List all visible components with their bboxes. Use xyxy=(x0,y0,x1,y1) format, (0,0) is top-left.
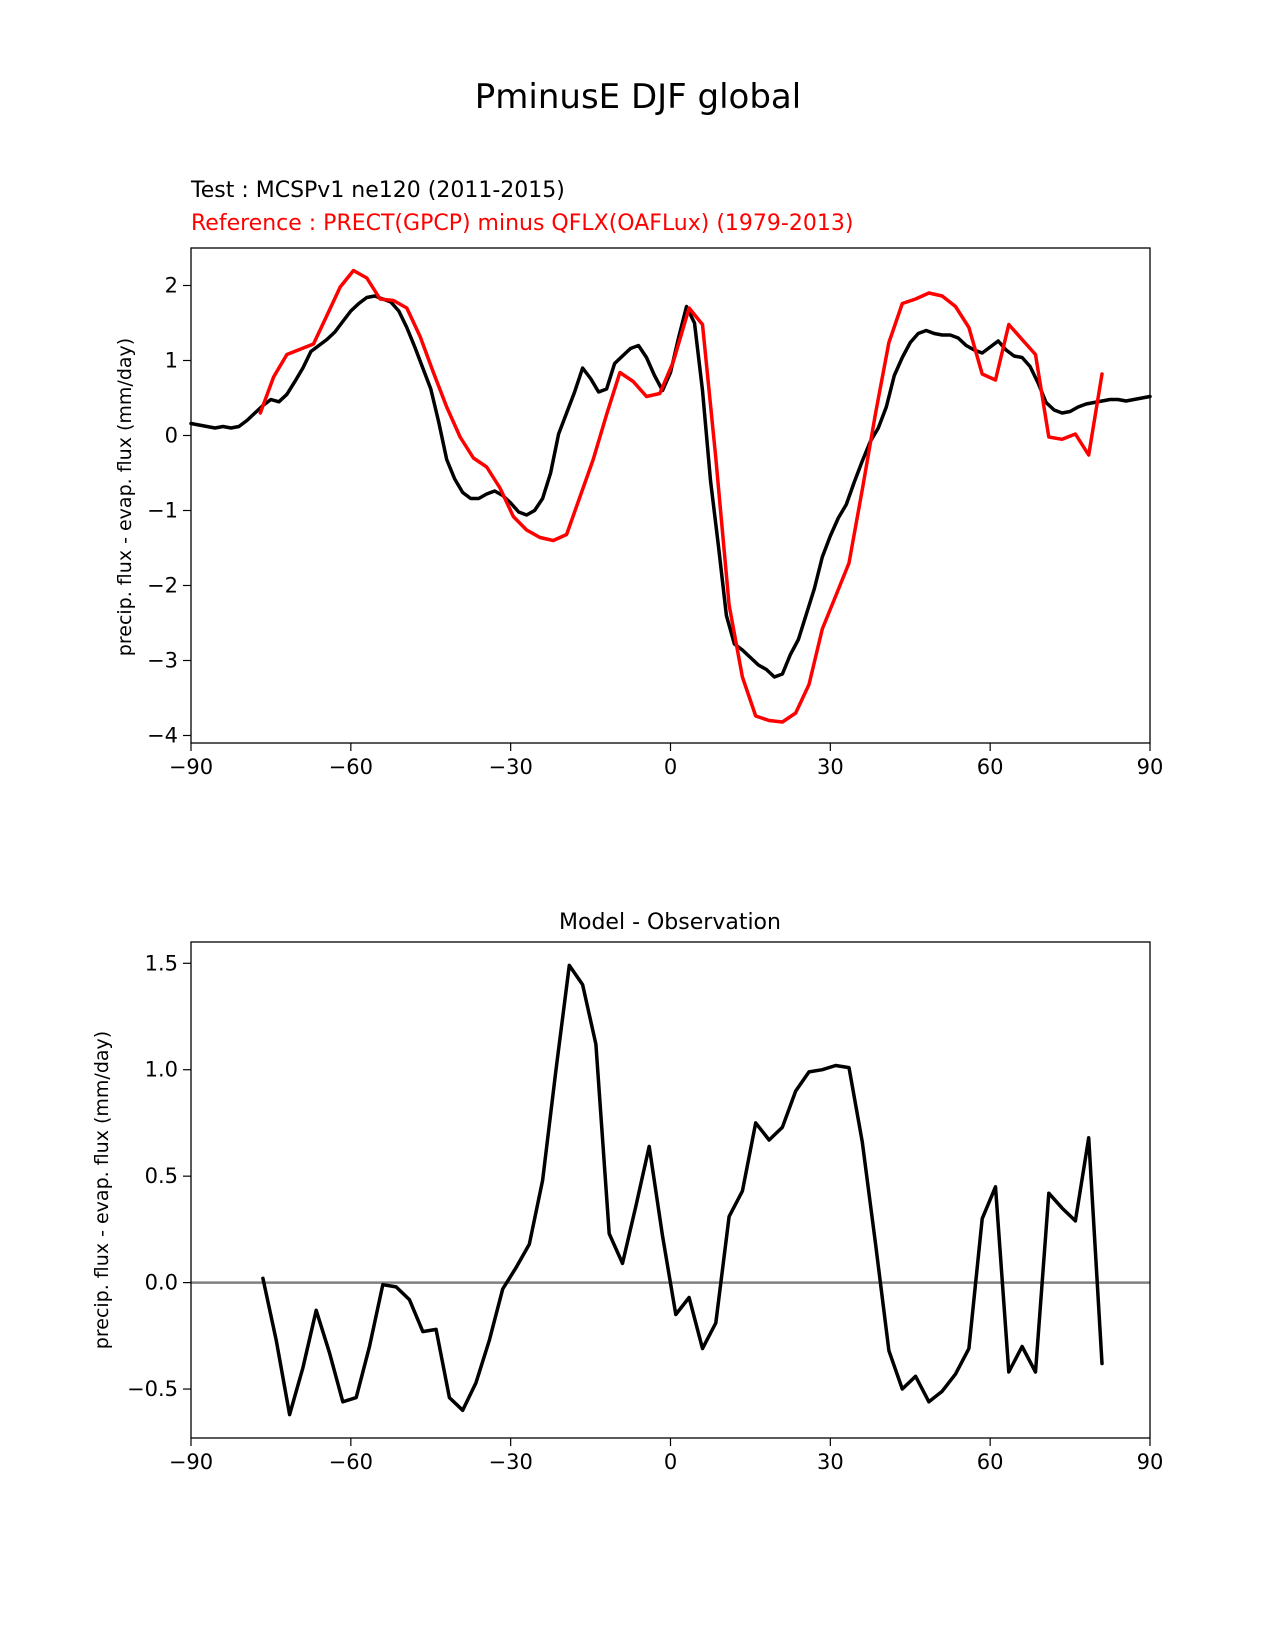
reference-label: Reference : PRECT(GPCP) minus QFLX(OAFLu… xyxy=(191,211,853,236)
top-y-tick-label: −3 xyxy=(147,649,178,673)
bottom-plot-frame xyxy=(190,941,1151,1439)
top-x-tick-label: 30 xyxy=(817,755,844,779)
bottom-x-tick-label: 90 xyxy=(1137,1450,1164,1474)
bottom-y-tick-label: 1.5 xyxy=(145,951,178,975)
top-x-tick-label: 60 xyxy=(977,755,1004,779)
top-x-tick-label: −90 xyxy=(169,755,213,779)
bottom-x-tick-label: 0 xyxy=(664,1450,677,1474)
top-plot-area: −90 −60 −30 0 30 60 90 −4 −3 −2 −1 0 1 2 xyxy=(147,268,1164,779)
difference-series-line xyxy=(261,963,1104,1417)
top-y-tick-label: 0 xyxy=(165,424,178,448)
bottom-x-tick-label: −60 xyxy=(329,1450,373,1474)
reference-series-line xyxy=(258,268,1104,724)
top-x-tick-label: 0 xyxy=(664,755,677,779)
bottom-y-axis-label: precip. flux - evap. flux (mm/day) xyxy=(91,1031,113,1349)
top-y-axis-label: precip. flux - evap. flux (mm/day) xyxy=(114,338,136,656)
top-y-tick-label: 1 xyxy=(165,349,178,373)
top-x-tick-label: 90 xyxy=(1137,755,1164,779)
bottom-x-tick-label: 60 xyxy=(977,1450,1004,1474)
top-x-tick-label: −30 xyxy=(489,755,533,779)
bottom-y-tick-label: −0.5 xyxy=(127,1377,178,1401)
top-y-tick-label: −2 xyxy=(147,574,178,598)
bottom-x-tick-label: −30 xyxy=(489,1450,533,1474)
top-x-tick-label: −60 xyxy=(329,755,373,779)
bottom-y-tick-label: 0.5 xyxy=(145,1164,178,1188)
bottom-x-tick-label: −90 xyxy=(169,1450,213,1474)
bottom-x-tick-label: 30 xyxy=(817,1450,844,1474)
top-panel: Test : MCSPv1 ne120 (2011-2015) Referenc… xyxy=(114,178,1163,779)
bottom-y-tick-label: 1.0 xyxy=(145,1058,178,1082)
top-y-tick-label: 2 xyxy=(165,274,178,298)
figure-title: PminusE DJF global xyxy=(475,77,801,117)
top-y-tick-label: −4 xyxy=(147,724,178,748)
bottom-y-tick-label: 0.0 xyxy=(145,1271,178,1295)
bottom-panel-title: Model - Observation xyxy=(559,910,781,935)
bottom-panel: Model - Observation precip. flux - evap.… xyxy=(91,910,1163,1474)
top-y-tick-label: −1 xyxy=(147,499,178,523)
test-label: Test : MCSPv1 ne120 (2011-2015) xyxy=(190,178,565,203)
top-plot-frame xyxy=(190,247,1151,744)
bottom-plot-area: −90 −60 −30 0 30 60 90 −0.5 0.0 0.5 1.0 1.5 xyxy=(127,951,1163,1474)
